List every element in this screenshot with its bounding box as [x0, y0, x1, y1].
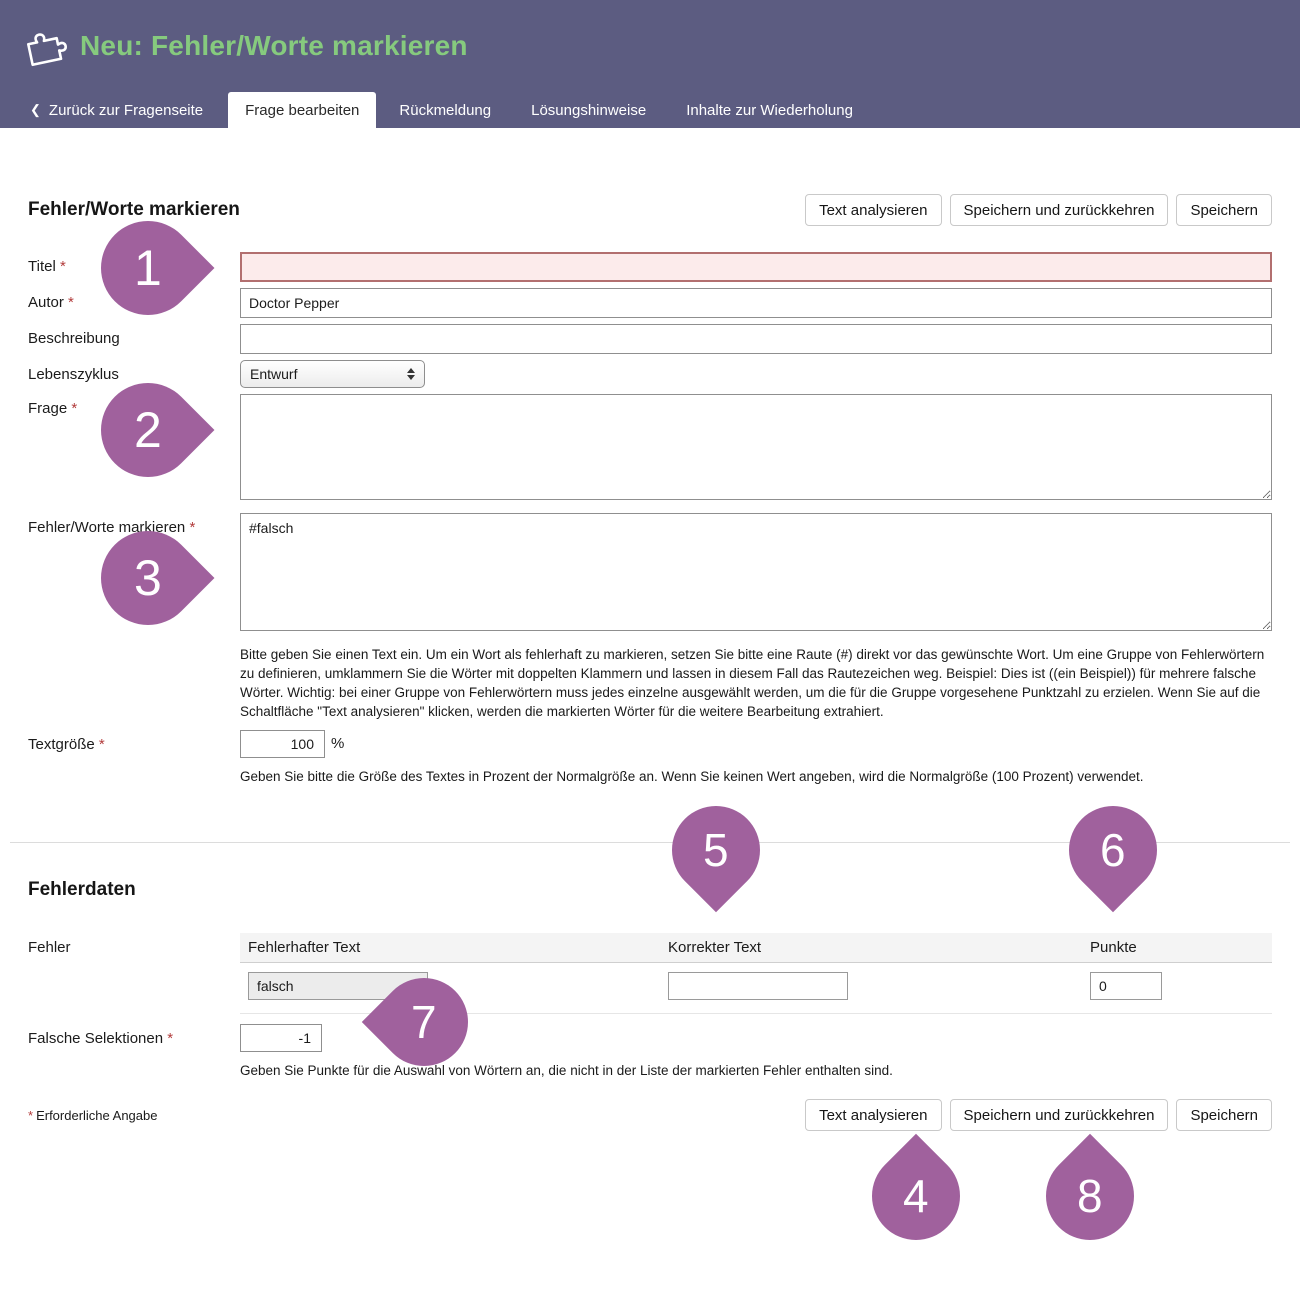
toolbar-bottom: Text analysieren Speichern und zurückkeh…: [805, 1099, 1272, 1132]
lebenszyklus-label: Lebenszyklus: [28, 366, 119, 383]
speichern-button-bottom[interactable]: Speichern: [1176, 1099, 1272, 1132]
tab-frage-bearbeiten[interactable]: Frage bearbeiten: [228, 92, 377, 128]
back-to-question-page-link[interactable]: ❮ Zurück zur Fragenseite: [30, 92, 203, 128]
beschreibung-label: Beschreibung: [28, 330, 120, 347]
puzzle-icon: [26, 33, 67, 67]
speichern-button-top[interactable]: Speichern: [1176, 194, 1272, 226]
fehler-table: Fehlerhafter Text Korrekter Text Punkte: [240, 933, 1272, 1015]
section-divider: [10, 842, 1290, 844]
column-header-fehlerhafter-text: Fehlerhafter Text: [248, 939, 361, 957]
app-header: Neu: Fehler/Worte markieren: [0, 0, 1300, 92]
lebenszyklus-selected-value: Entwurf: [250, 366, 298, 382]
beschreibung-input[interactable]: [240, 324, 1272, 354]
fehler-worte-label: Fehler/Worte markieren *: [28, 519, 196, 536]
required-asterisk: *: [167, 1030, 174, 1048]
tab-loesungshinweise[interactable]: Lösungshinweise: [531, 101, 647, 119]
speichern-und-zurueckkehren-button-bottom[interactable]: Speichern und zurückkehren: [949, 1099, 1169, 1132]
fehler-table-header: Fehlerhafter Text Korrekter Text Punkte: [240, 933, 1272, 964]
frage-label: Frage *: [28, 400, 78, 417]
required-asterisk: *: [68, 294, 74, 311]
fehler-worte-textarea[interactable]: #falsch: [240, 513, 1272, 631]
fehler-label: Fehler: [28, 939, 71, 957]
textgroesse-input[interactable]: [240, 729, 325, 758]
column-header-korrekter-text: Korrekter Text: [668, 939, 762, 957]
question-form: Titel * Autor * Beschreibung: [28, 252, 1272, 786]
page-title: Neu: Fehler/Worte markieren: [80, 30, 468, 61]
required-note: * Erforderliche Angabe: [28, 1107, 158, 1123]
textgroesse-help-text: Geben Sie bitte die Größe des Textes in …: [240, 768, 1144, 784]
fehlerdaten-heading: Fehlerdaten: [28, 879, 136, 901]
tab-inhalte-zur-wiederholung[interactable]: Inhalte zur Wiederholung: [686, 101, 853, 119]
lebenszyklus-select[interactable]: Entwurf: [240, 360, 425, 388]
required-asterisk: *: [98, 735, 105, 753]
textgroesse-label: Textgröße *: [28, 735, 105, 753]
table-row: [240, 963, 1272, 1015]
titel-label: Titel *: [28, 258, 66, 275]
tab-rueckmeldung[interactable]: Rückmeldung: [399, 101, 492, 119]
annotation-marker-4: 4: [853, 1133, 979, 1259]
percent-unit-label: %: [331, 735, 345, 753]
text-analysieren-button-top[interactable]: Text analysieren: [805, 194, 942, 226]
text-analysieren-button-bottom[interactable]: Text analysieren: [805, 1099, 942, 1132]
fehlerhafter-text-input: [248, 972, 428, 1001]
autor-label: Autor *: [28, 294, 74, 311]
back-chevron-icon: ❮: [30, 102, 41, 117]
required-asterisk: *: [189, 519, 196, 536]
fehler-worte-help-text: Bitte geben Sie einen Text ein. Um ein W…: [240, 647, 1265, 719]
required-asterisk: *: [71, 400, 78, 417]
korrekter-text-input[interactable]: [668, 972, 848, 1001]
form-heading: Fehler/Worte markieren: [28, 199, 240, 220]
autor-input[interactable]: [240, 288, 1272, 318]
falsche-selektionen-label: Falsche Selektionen *: [28, 1030, 174, 1048]
toolbar-top: Text analysieren Speichern und zurückkeh…: [805, 194, 1272, 226]
required-asterisk: *: [59, 258, 66, 275]
falsche-selektionen-input[interactable]: [240, 1024, 322, 1053]
select-stepper-icon: [407, 368, 415, 380]
main-content: Fehler/Worte markieren Text analysieren …: [0, 128, 1300, 1132]
annotation-marker-8: 8: [1027, 1133, 1153, 1259]
titel-input[interactable]: [240, 252, 1272, 282]
speichern-und-zurueckkehren-button-top[interactable]: Speichern und zurückkehren: [949, 194, 1169, 226]
back-link-label: Zurück zur Fragenseite: [48, 101, 204, 119]
column-header-punkte: Punkte: [1090, 939, 1137, 957]
falsche-selektionen-help-text: Geben Sie Punkte für die Auswahl von Wör…: [240, 1063, 893, 1079]
punkte-input[interactable]: [1090, 972, 1162, 1001]
tab-bar: ❮ Zurück zur Fragenseite Frage bearbeite…: [0, 92, 1300, 128]
frage-textarea[interactable]: [240, 394, 1272, 500]
